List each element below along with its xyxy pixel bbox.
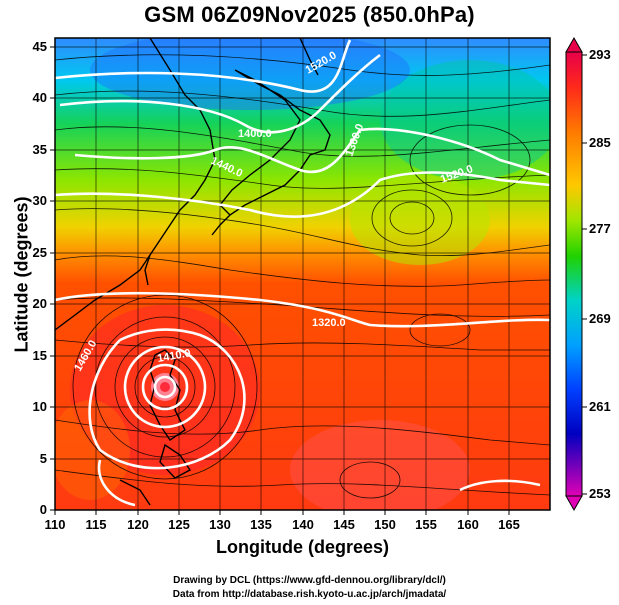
axis-ticks (50, 46, 510, 515)
x-tick-label: 150 (374, 517, 396, 532)
x-tick-label: 155 (415, 517, 437, 532)
y-tick-label: 25 (32, 245, 47, 260)
y-tick-label: 45 (32, 39, 47, 54)
y-axis-label: Latitude (degrees) (11, 196, 32, 353)
x-tick-label: 110 (44, 517, 66, 532)
x-tick-label: 165 (498, 517, 520, 532)
temperature-field (55, 38, 550, 510)
credit-line-2: Data from http://database.rish.kyoto-u.a… (172, 589, 447, 600)
contour-label: 1320.0 (312, 317, 346, 329)
x-tick-label: 120 (127, 517, 149, 532)
y-tick-label: 10 (32, 399, 47, 414)
colorbar-tick-label: 253 (589, 486, 611, 501)
x-axis-label: Longitude (degrees) (215, 537, 389, 557)
contour-label: 1410.0 (156, 347, 191, 365)
y-tick-label: 40 (32, 90, 47, 105)
y-tick-label: 0 (39, 502, 47, 517)
colorbar-tick-label: 261 (589, 399, 611, 414)
grid-lines (55, 38, 550, 510)
colorbar-tick-label: 293 (589, 47, 611, 62)
y-tick-label: 30 (32, 193, 47, 208)
colorbar-tick-label: 269 (589, 311, 611, 326)
y-tick-label: 20 (32, 296, 47, 311)
x-tick-label: 135 (250, 517, 272, 532)
colorbar (565, 36, 587, 512)
credit-line-1: Drawing by DCL (https://www.gfd-dennou.o… (173, 575, 446, 586)
x-tick-label: 145 (333, 517, 355, 532)
colorbar-tick-label: 285 (589, 135, 611, 150)
height-contours (55, 39, 550, 507)
x-tick-label: 115 (85, 517, 107, 532)
y-tick-label: 5 (39, 451, 47, 466)
contour-label: 1400.0 (238, 128, 272, 140)
colorbar-tick-label: 277 (589, 221, 611, 236)
x-tick-label: 140 (292, 517, 314, 532)
x-tick-label: 160 (457, 517, 479, 532)
x-tick-label: 130 (209, 517, 231, 532)
y-tick-label: 15 (32, 348, 47, 363)
x-tick-label: 125 (168, 517, 190, 532)
map-title: GSM 06Z09Nov2025 (850.0hPa) (144, 2, 475, 27)
y-tick-label: 35 (32, 142, 47, 157)
